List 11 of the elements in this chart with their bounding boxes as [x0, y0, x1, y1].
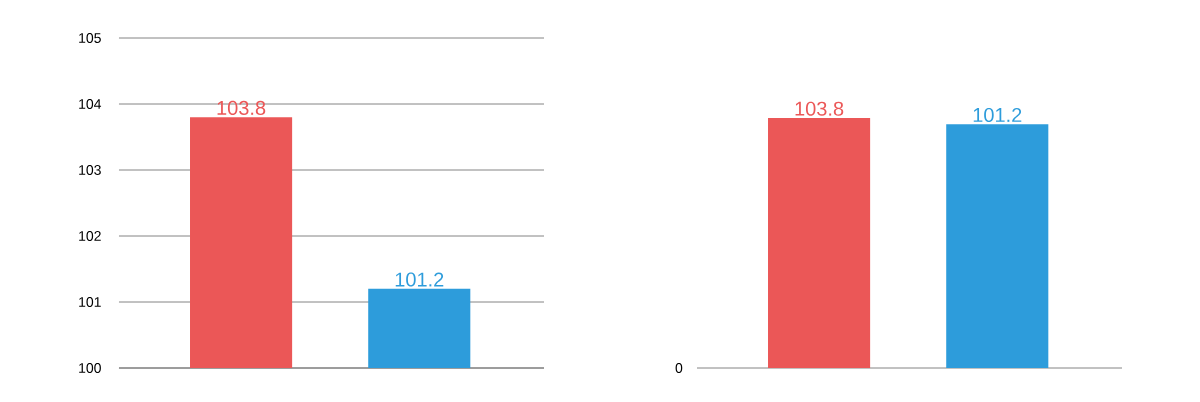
y-tick-label: 105	[79, 33, 101, 43]
y-tick-label: 103	[79, 165, 101, 175]
data-label: 101.2	[973, 107, 1022, 123]
data-label: 103.8	[795, 101, 844, 116]
data-label: 101.2	[395, 272, 444, 287]
data-label: 103.8	[217, 100, 266, 115]
y-tick-label: 101	[79, 297, 101, 307]
text: 0	[675, 363, 683, 373]
y-tick-label: 104	[79, 99, 102, 109]
y-tick-label: 102	[79, 231, 101, 241]
y-tick-label: 100	[79, 363, 101, 373]
